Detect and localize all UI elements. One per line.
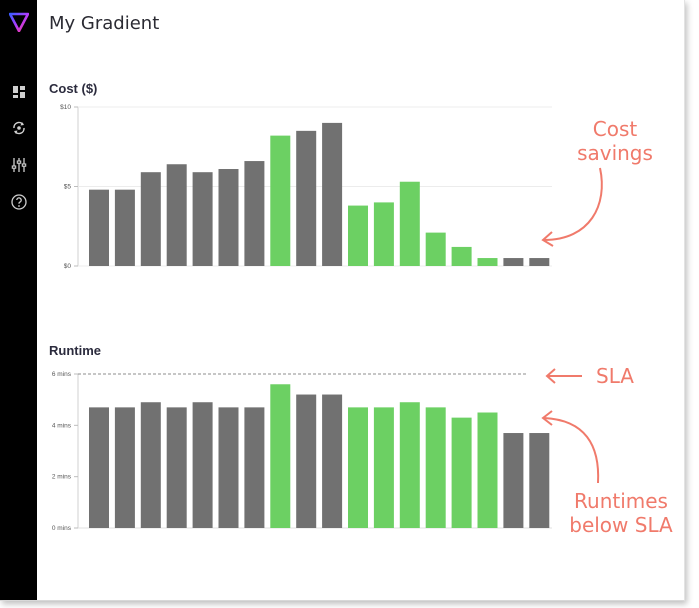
- bar: [114, 189, 135, 266]
- cost-savings-annotation: Cost savings: [570, 117, 660, 165]
- cost-chart: $0 $5 $10: [60, 104, 552, 270]
- y-tick-label: 2 mins: [52, 474, 72, 481]
- bar: [270, 135, 291, 266]
- bar: [477, 412, 498, 528]
- runtime-chart: 0 mins 2 mins 4 mins 6 mins: [52, 371, 552, 532]
- bar: [322, 122, 343, 267]
- help-icon[interactable]: [10, 193, 28, 211]
- bar: [399, 402, 420, 528]
- app-title: My Gradient: [49, 13, 160, 34]
- bar: [451, 417, 472, 528]
- bar: [451, 246, 472, 266]
- bar: [140, 172, 161, 266]
- annotation-arrows: [541, 167, 603, 484]
- sla-annotation: SLA: [596, 364, 634, 388]
- sync-cost-icon[interactable]: [10, 119, 28, 137]
- y-tick-label: $5: [64, 184, 72, 191]
- bar: [477, 258, 498, 266]
- bar: [296, 130, 317, 266]
- bar: [348, 205, 368, 266]
- runtimes-below-sla-annotation: Runtimes below SLA: [556, 489, 686, 537]
- y-tick-label: $0: [64, 263, 72, 270]
- app-window: My Gradient Cost ($) $0 $5 $10 Runtime 0 m…: [0, 0, 685, 601]
- bar: [192, 402, 213, 528]
- bar: [529, 433, 550, 528]
- bar: [89, 407, 109, 528]
- bar: [296, 394, 317, 528]
- bar: [244, 407, 265, 528]
- bar: [89, 189, 109, 266]
- cost-chart-title: Cost ($): [49, 81, 98, 96]
- sidebar: [0, 0, 37, 600]
- bar: [425, 232, 446, 266]
- bar: [140, 402, 161, 528]
- runtimes-line-2: below SLA: [569, 513, 673, 537]
- dashboard-icon[interactable]: [10, 83, 28, 101]
- y-tick-label: $10: [60, 104, 71, 111]
- bar: [218, 407, 239, 528]
- bar: [373, 202, 394, 266]
- runtime-chart-title: Runtime: [49, 343, 101, 358]
- sliders-icon[interactable]: [10, 156, 28, 174]
- bar: [348, 407, 368, 528]
- bar: [218, 169, 239, 266]
- bar: [270, 384, 291, 528]
- cost-savings-line-2: savings: [577, 141, 653, 165]
- gradient-logo[interactable]: [9, 12, 29, 32]
- bar: [322, 394, 343, 528]
- cost-savings-line-1: Cost: [592, 117, 638, 141]
- bar: [192, 172, 213, 266]
- y-tick-label: 6 mins: [52, 371, 72, 378]
- bar: [425, 407, 446, 528]
- bar: [503, 258, 524, 266]
- bar: [114, 407, 135, 528]
- bar: [244, 161, 265, 266]
- bar: [166, 164, 187, 266]
- y-tick-label: 4 mins: [52, 422, 72, 429]
- runtimes-line-1: Runtimes: [574, 489, 668, 513]
- bar: [503, 433, 524, 528]
- y-tick-label: 0 mins: [52, 525, 72, 532]
- bar: [529, 258, 550, 266]
- bar: [373, 407, 394, 528]
- bar: [166, 407, 187, 528]
- bar: [399, 181, 420, 266]
